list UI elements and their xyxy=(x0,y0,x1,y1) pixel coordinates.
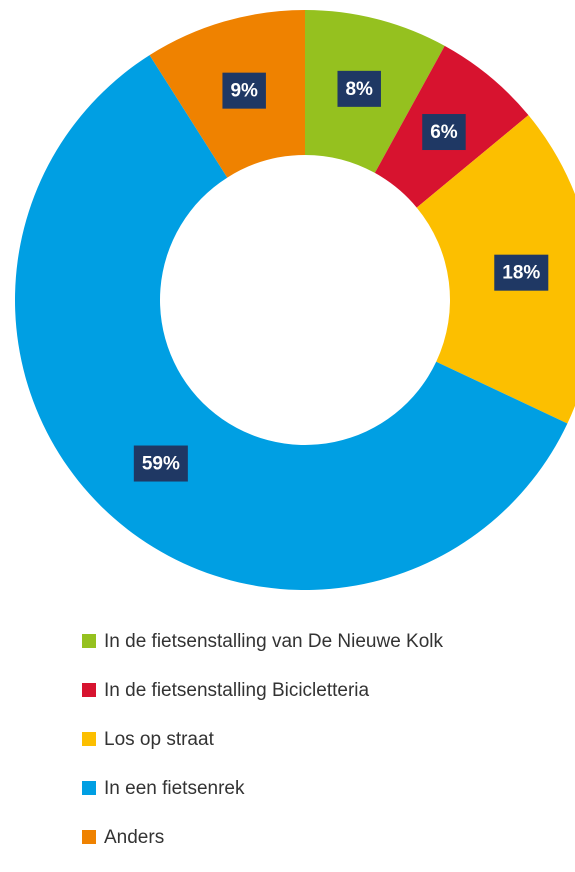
data-label: 59% xyxy=(142,454,180,475)
data-label-box xyxy=(222,72,266,109)
data-label-box xyxy=(337,70,381,107)
legend-swatch xyxy=(82,781,96,795)
legend-swatch xyxy=(82,830,96,844)
data-label: 18% xyxy=(502,263,540,284)
data-label: 6% xyxy=(430,122,458,143)
data-label: 9% xyxy=(230,81,258,102)
legend-swatch xyxy=(82,634,96,648)
legend-label: In de fietsenstalling van De Nieuwe Kolk xyxy=(104,631,444,652)
legend-swatch xyxy=(82,732,96,746)
legend-label: In een fietsenrek xyxy=(104,778,245,799)
data-label: 8% xyxy=(345,79,373,100)
data-label-box xyxy=(133,445,188,482)
data-label-box xyxy=(494,254,549,291)
data-label-box xyxy=(422,114,466,151)
legend-swatch xyxy=(82,683,96,697)
legend-label: In de fietsenstalling Bicicletteria xyxy=(104,680,370,701)
legend-label: Los op straat xyxy=(104,729,215,750)
legend-label: Anders xyxy=(104,827,164,848)
